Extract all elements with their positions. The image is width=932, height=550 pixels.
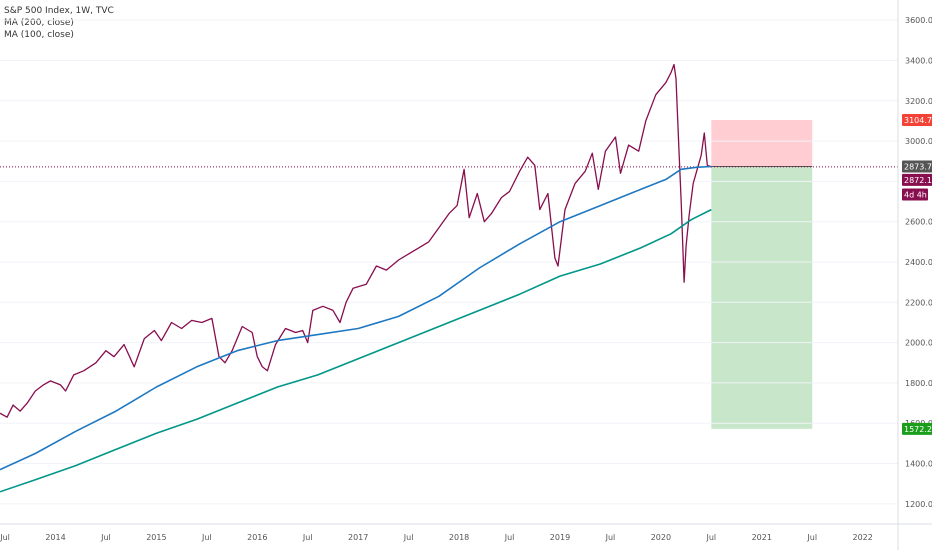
chart-series bbox=[0, 63, 712, 493]
legend-ma200: MA (200, close) bbox=[4, 18, 74, 28]
price-tick-label: 2400.0 bbox=[905, 258, 932, 267]
time-tick-label: 2014 bbox=[45, 533, 65, 542]
price-tag-stop: 3104.7 bbox=[902, 113, 932, 126]
price-tag-price: 2872.1 bbox=[902, 173, 932, 186]
time-tick-label: 2020 bbox=[651, 533, 671, 542]
chart-legend: S&P 500 Index, 1W, TVC MA (200, close) M… bbox=[4, 5, 114, 41]
time-tick-label: Jul bbox=[706, 533, 717, 542]
series-line-ma100 bbox=[0, 165, 712, 471]
take-profit-zone bbox=[711, 166, 813, 429]
legend-ma100: MA (100, close) bbox=[4, 30, 74, 40]
price-tag-bg bbox=[902, 113, 932, 126]
price-tick-label: 1800.0 bbox=[905, 379, 932, 388]
time-tick-label: 2021 bbox=[752, 533, 772, 542]
time-tick-label: 2022 bbox=[853, 533, 873, 542]
level-lines bbox=[0, 19, 898, 505]
time-tick-label: Jul bbox=[100, 533, 111, 542]
price-tick-label: 3000.0 bbox=[905, 137, 932, 146]
time-axis[interactable]: Jul 2014 Jul 2015 Jul 2016 Jul 2017 Jul 2018 Jul 20… bbox=[0, 523, 932, 542]
price-tags: 3104.7 2873.7 2872.1 4d 4h 1572.2 bbox=[902, 113, 932, 435]
time-tick-label: Jul bbox=[201, 533, 212, 542]
time-tick-label: 2019 bbox=[550, 533, 570, 542]
price-tick-label: 2200.0 bbox=[905, 298, 932, 307]
price-tag-label: 3104.7 bbox=[904, 116, 932, 125]
series-line-price bbox=[0, 63, 712, 418]
time-tick-label: Jul bbox=[806, 533, 817, 542]
price-tick-label: 2000.0 bbox=[905, 339, 932, 348]
time-tick-label: Jul bbox=[605, 533, 616, 542]
time-tick-label: Jul bbox=[403, 533, 414, 542]
price-tag-bg bbox=[902, 422, 932, 435]
time-tick-label: 2017 bbox=[348, 533, 368, 542]
price-tick-label: 3400.0 bbox=[905, 56, 932, 65]
price-axis[interactable]: 1200.01400.01600.01800.02000.02200.02400… bbox=[897, 0, 932, 550]
price-tick-label: 3200.0 bbox=[905, 97, 932, 106]
price-tag-label: 2872.1 bbox=[904, 176, 932, 185]
price-tag-bg bbox=[902, 160, 932, 173]
time-tick-label: 2018 bbox=[449, 533, 469, 542]
price-tag-countdown: 4d 4h bbox=[902, 188, 928, 201]
time-tick-label: Jul bbox=[302, 533, 313, 542]
time-tick-label: 2015 bbox=[146, 533, 166, 542]
stop-loss-zone bbox=[711, 119, 813, 167]
position-zones bbox=[711, 119, 813, 429]
time-tick-label: 2016 bbox=[247, 533, 267, 542]
price-tick-label: 1400.0 bbox=[905, 460, 932, 469]
legend-title: S&P 500 Index, 1W, TVC bbox=[4, 6, 114, 16]
price-tag-target: 1572.2 bbox=[902, 422, 932, 435]
time-tick-label: Jul bbox=[504, 533, 515, 542]
price-tag-label: 1572.2 bbox=[904, 425, 932, 434]
price-tag-bg bbox=[902, 188, 928, 201]
price-tick-label: 3600.0 bbox=[905, 16, 932, 25]
price-tick-label: 2600.0 bbox=[905, 218, 932, 227]
price-tag-label: 4d 4h bbox=[904, 191, 927, 200]
price-tag-label: 2873.7 bbox=[904, 163, 932, 172]
price-tag-level: 2873.7 bbox=[902, 160, 932, 173]
price-tag-bg bbox=[902, 173, 932, 186]
price-tick-label: 1200.0 bbox=[905, 500, 932, 509]
time-tick-label: Jul bbox=[0, 533, 10, 542]
series-line-ma200 bbox=[0, 208, 712, 493]
